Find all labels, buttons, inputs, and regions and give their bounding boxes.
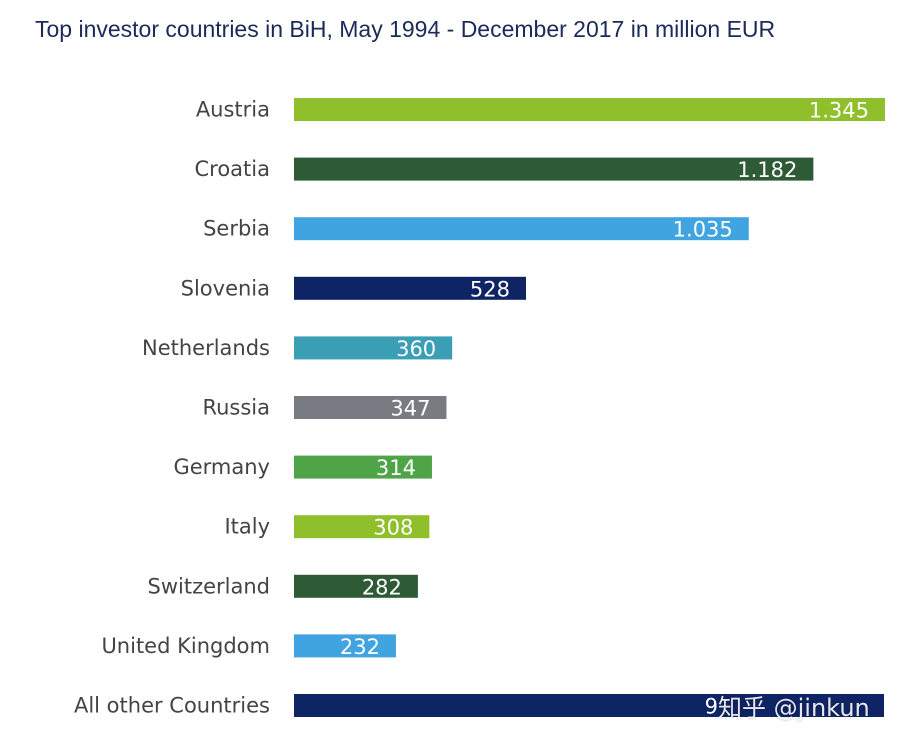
category-label: Italy	[224, 515, 270, 539]
bar	[294, 574, 418, 598]
value-label: 1.345	[809, 99, 869, 123]
value-label: 282	[362, 575, 402, 599]
value-label: 314	[376, 456, 416, 480]
value-label: 1.182	[737, 158, 797, 182]
value-label: 360	[396, 337, 436, 361]
value-label: 232	[340, 635, 380, 659]
value-label: 347	[390, 397, 430, 421]
bar	[294, 396, 447, 419]
value-label: 528	[470, 277, 510, 301]
category-label: United Kingdom	[101, 634, 270, 658]
bar	[294, 634, 396, 658]
bar	[294, 98, 885, 121]
category-label: Croatia	[195, 157, 271, 181]
value-label: 1.035	[673, 218, 733, 242]
bar	[294, 276, 527, 300]
bar	[294, 217, 749, 241]
category-label: Austria	[196, 98, 270, 122]
bar	[294, 157, 814, 181]
chart-title: Top investor countries in BiH, May 1994 …	[35, 16, 776, 42]
value-label: 308	[373, 516, 413, 540]
category-label: Netherlands	[142, 336, 270, 360]
category-label: Russia	[202, 396, 270, 420]
category-label: All other Countries	[74, 694, 270, 718]
category-label: Switzerland	[148, 574, 271, 598]
category-label: Serbia	[203, 217, 270, 241]
category-label: Germany	[173, 455, 270, 479]
bar	[294, 336, 453, 360]
bar	[294, 694, 884, 717]
value-label: 9	[705, 695, 718, 719]
watermark: 知乎 @jinkun	[718, 694, 870, 722]
category-label: Slovenia	[181, 276, 270, 300]
bar	[294, 515, 430, 539]
bar	[294, 455, 432, 479]
